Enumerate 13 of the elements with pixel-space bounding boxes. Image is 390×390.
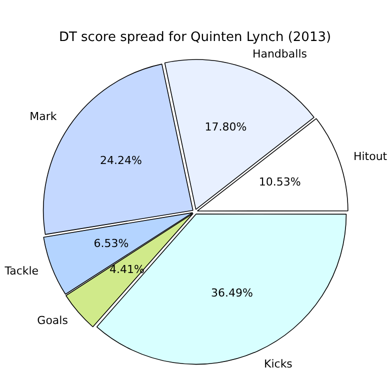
slice-label: Kicks bbox=[264, 357, 293, 370]
data-label: 24.24% bbox=[100, 154, 142, 167]
data-label: 6.53% bbox=[94, 236, 129, 250]
data-label: 10.53% bbox=[258, 176, 301, 189]
data-label: 17.80% bbox=[204, 120, 247, 134]
data-label: 4.41% bbox=[109, 263, 144, 276]
slice-label: Handballs bbox=[252, 47, 308, 60]
slice-label: Hitout bbox=[353, 150, 388, 164]
slice-label: Goals bbox=[37, 314, 68, 327]
slice-label: Mark bbox=[30, 110, 58, 124]
chart-title: DT score spread for Quinten Lynch (2013) bbox=[58, 30, 332, 46]
data-label: 36.49% bbox=[210, 286, 253, 300]
slice-label: Tackle bbox=[4, 264, 39, 278]
